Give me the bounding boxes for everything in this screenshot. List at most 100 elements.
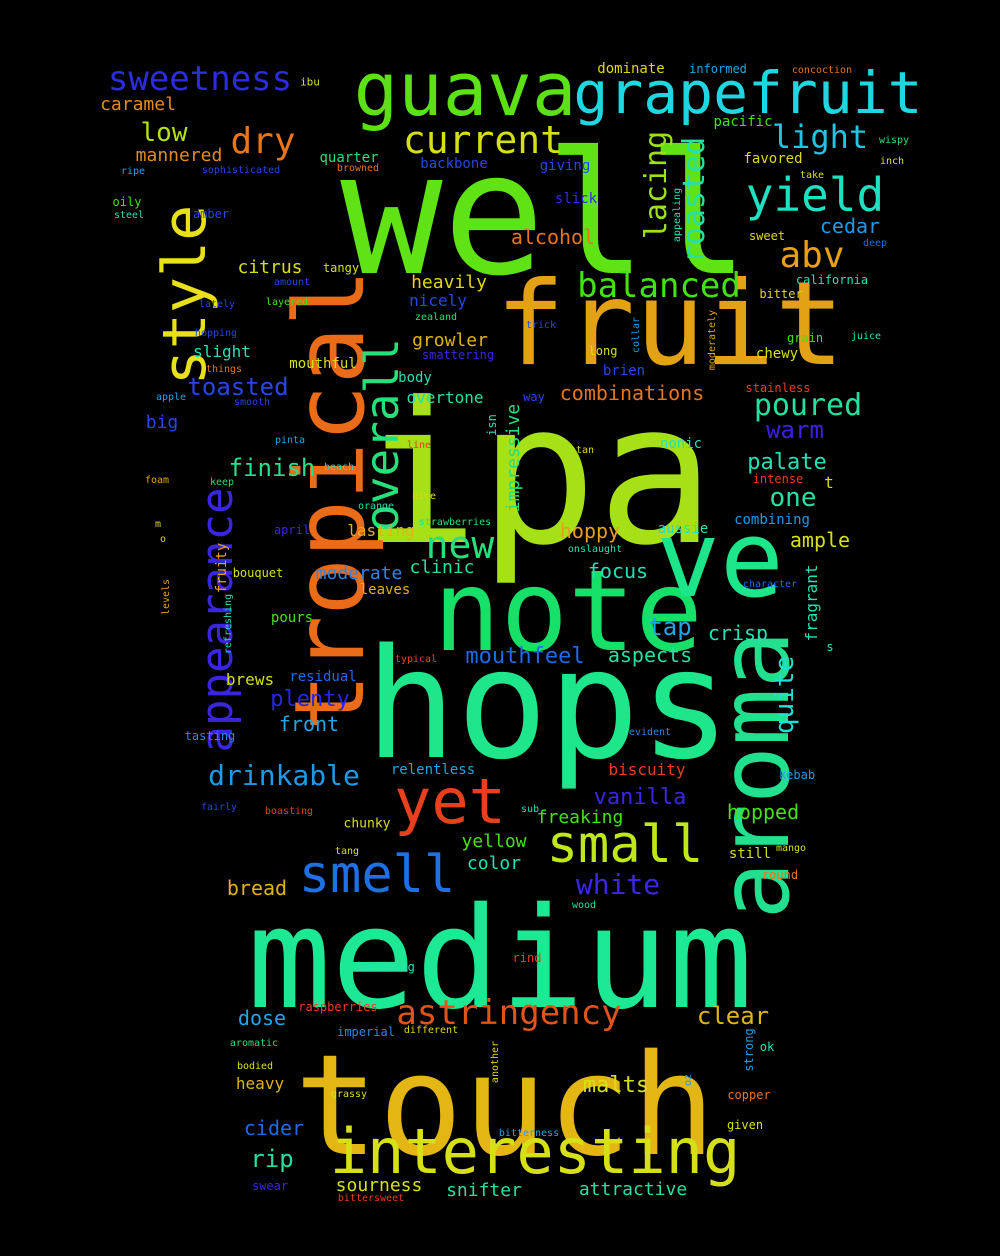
word-lasting: lasting xyxy=(347,521,415,540)
word-way: way xyxy=(523,390,545,404)
word-fairly: fairly xyxy=(200,802,238,813)
word-concoction: concoction xyxy=(791,65,853,76)
word-line: line xyxy=(406,440,432,451)
word-warm: warm xyxy=(766,416,824,444)
word-aromatic: aromatic xyxy=(229,1038,279,1049)
word-yellow: yellow xyxy=(461,831,527,852)
word-quarter: quarter xyxy=(319,150,379,166)
word-sweetness: sweetness xyxy=(107,59,293,99)
word-things: things xyxy=(205,364,243,375)
word-fruit: fruit xyxy=(495,257,845,392)
word-appealing: appealing xyxy=(672,187,683,243)
word-oz: oz xyxy=(683,1073,694,1087)
word-biscuity: biscuity xyxy=(608,760,686,779)
word-smooth: smooth xyxy=(233,397,271,408)
word-impressive: impressive xyxy=(503,403,524,513)
word-new: new xyxy=(425,523,495,567)
word-clinic: clinic xyxy=(409,557,475,578)
word-backbone: backbone xyxy=(420,156,488,172)
word-bitterness: bitterness xyxy=(498,1128,560,1139)
word-tasting: tasting xyxy=(184,729,236,743)
word-bittersweet: bittersweet xyxy=(337,1193,405,1204)
word-strong: strong xyxy=(742,1028,756,1072)
word-rip: rip xyxy=(250,1145,294,1173)
word-quite: quite xyxy=(770,655,800,735)
word-tan: tan xyxy=(575,445,595,456)
word-layered: layered xyxy=(265,297,309,308)
word-deep: deep xyxy=(862,238,888,249)
word-combining: combining xyxy=(734,512,810,528)
word-relentless: relentless xyxy=(390,762,476,778)
word-poured: poured xyxy=(753,388,863,423)
word-hoppy: hoppy xyxy=(559,519,621,543)
word-ok: ok xyxy=(759,1040,775,1054)
word-growler: growler xyxy=(412,330,488,351)
word-slight: slight xyxy=(193,342,251,361)
word-becoming: becoming xyxy=(357,960,415,974)
word-pinta: pinta xyxy=(274,435,306,446)
word-california: california xyxy=(795,273,869,287)
word-still: still xyxy=(728,846,772,862)
word-april: april xyxy=(273,523,311,537)
word-brews: brews xyxy=(225,670,275,689)
word-moderately: moderately xyxy=(707,309,718,371)
word-intense: intense xyxy=(752,472,804,486)
word-wispy: wispy xyxy=(878,135,910,146)
word-overtone: overtone xyxy=(406,388,484,407)
word-white: white xyxy=(575,868,661,901)
word-sourness: sourness xyxy=(335,1175,423,1196)
word-levels: levels xyxy=(161,578,172,616)
word-oily: oily xyxy=(112,195,142,209)
word-bitter: bitter xyxy=(759,287,803,301)
word-nonic: nonic xyxy=(659,436,703,452)
word-pours: pours xyxy=(270,610,314,626)
word-front: front xyxy=(278,712,340,736)
word-low: low xyxy=(140,118,188,148)
word-trick: trick xyxy=(525,320,557,331)
word-yet: yet xyxy=(394,765,506,838)
word-inch: inch xyxy=(879,156,905,167)
word-beach: beach xyxy=(323,462,355,473)
word-fruity: fruity xyxy=(214,542,230,594)
word-leaves: leaves xyxy=(359,582,411,598)
word-sophisticated: sophisticated xyxy=(201,165,281,176)
word-stainless: stainless xyxy=(745,381,811,395)
word-informed: informed xyxy=(689,62,747,76)
word-palate: palate xyxy=(747,450,827,475)
word-slick: slick xyxy=(554,191,598,207)
word-take: take xyxy=(799,170,825,181)
word-dominate: dominate xyxy=(597,61,665,77)
word-apple: apple xyxy=(155,392,187,403)
word-toasted: toasted xyxy=(187,373,289,401)
word-swear: swear xyxy=(251,1179,289,1193)
word-zealand: zealand xyxy=(414,312,458,323)
word-tap: tap xyxy=(648,613,692,641)
word-giving: giving xyxy=(539,158,591,174)
word-sweet: sweet xyxy=(748,229,786,243)
word-chewy: chewy xyxy=(755,346,799,362)
word-onslaught: onslaught xyxy=(567,544,623,555)
word-mouthful: mouthful xyxy=(289,356,357,372)
word-browned: browned xyxy=(336,163,380,174)
word-abv: abv xyxy=(779,235,845,276)
word-mannered: mannered xyxy=(135,145,223,166)
word-yield: yield xyxy=(745,168,885,222)
word-aspects: aspects xyxy=(607,643,693,667)
word-astringency: astringency xyxy=(396,993,622,1033)
word-o: o xyxy=(159,534,167,545)
word-note: note xyxy=(433,547,703,677)
word-grassy: grassy xyxy=(330,1089,368,1100)
word-hopping: hopping xyxy=(194,328,238,339)
word-another: another xyxy=(490,1040,501,1084)
word-roasted: roasted xyxy=(677,136,712,264)
word-keep: keep xyxy=(209,477,235,488)
word-amber: amber xyxy=(192,207,230,221)
word-brien: brien xyxy=(602,363,646,379)
word-orange: orange xyxy=(357,501,395,512)
word-mouthfeel: mouthfeel xyxy=(465,644,585,669)
word-typical: typical xyxy=(394,654,438,665)
word-grain: grain xyxy=(786,331,824,345)
word-big: big xyxy=(145,412,179,433)
word-isn: isn xyxy=(485,414,499,436)
